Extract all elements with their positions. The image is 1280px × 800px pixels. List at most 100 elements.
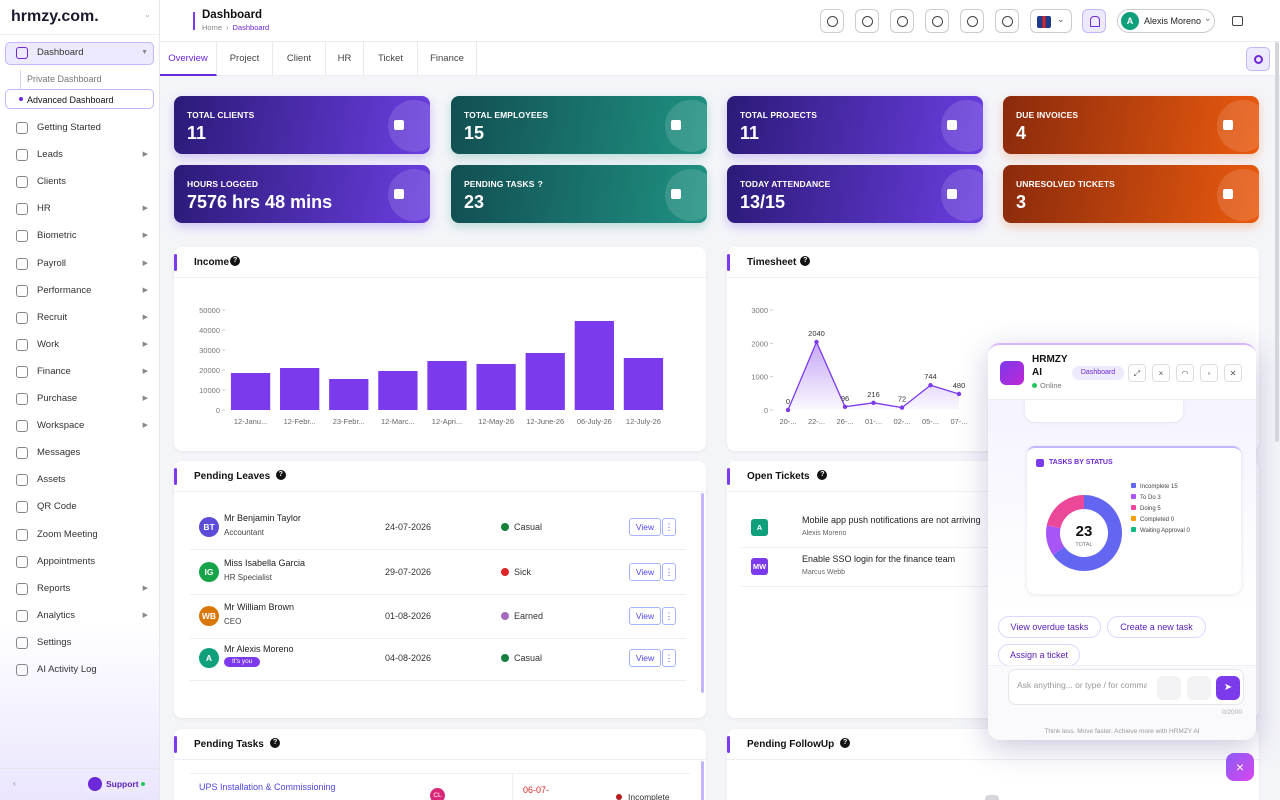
- menu-item[interactable]: HR ▶: [16, 199, 156, 219]
- bar: [280, 368, 320, 410]
- bar: [329, 379, 369, 410]
- menu-item[interactable]: Settings: [16, 633, 156, 653]
- stat-icon: [1223, 189, 1233, 199]
- suggestion-chip[interactable]: Assign a ticket: [998, 644, 1080, 666]
- legend-name: Completed: [1140, 517, 1169, 523]
- menu-item[interactable]: Performance ▶: [16, 281, 156, 301]
- menu-label: Purchase: [37, 393, 78, 404]
- panel-button[interactable]: ▫: [1200, 364, 1218, 382]
- chart: 0 1000 2000 3000 0 20-... 2040 22-... 96 26-... 21…: [751, 306, 967, 426]
- menu-label: AI Activity Log: [37, 664, 97, 675]
- menu-item[interactable]: AI Activity Log: [16, 660, 156, 680]
- breadcrumb-home[interactable]: Home: [202, 23, 223, 32]
- more-button[interactable]: ⋮: [662, 649, 676, 667]
- tab[interactable]: Project: [217, 42, 273, 76]
- panel-button[interactable]: ✕: [1224, 364, 1242, 382]
- menu-icon: [16, 176, 28, 189]
- user-avatar: A: [1121, 12, 1139, 30]
- header-button[interactable]: [995, 9, 1019, 33]
- ticket-subject[interactable]: Enable SSO login for the finance team: [802, 554, 956, 564]
- point: [871, 400, 876, 405]
- header-button[interactable]: [855, 9, 879, 33]
- submenu-item[interactable]: Advanced Dashboard: [27, 95, 114, 105]
- ticket-subject[interactable]: Mobile app push notifications are not ar…: [802, 515, 981, 525]
- attach-button[interactable]: [1157, 676, 1181, 700]
- header-icon: [932, 16, 943, 27]
- mic-button[interactable]: [1187, 676, 1211, 700]
- tab[interactable]: Overview: [160, 42, 217, 76]
- view-button[interactable]: View: [629, 518, 661, 536]
- view-button[interactable]: View: [629, 563, 661, 581]
- view-button[interactable]: View: [629, 607, 661, 625]
- menu-item[interactable]: Finance ▶: [16, 362, 156, 382]
- menu-label: Workspace: [37, 420, 85, 432]
- notifications[interactable]: [1082, 9, 1106, 33]
- more-button[interactable]: ⋮: [662, 607, 676, 625]
- menu-item[interactable]: Workspace ▶: [16, 416, 156, 436]
- sidebar-back[interactable]: ‹: [13, 778, 16, 788]
- tab[interactable]: Ticket: [364, 42, 418, 76]
- legend-value: 3: [1157, 495, 1161, 501]
- menu-icon: [16, 203, 28, 216]
- help-icon: ?: [230, 256, 241, 266]
- panel-button[interactable]: ×: [1152, 364, 1170, 382]
- data-label: 216: [867, 390, 880, 399]
- header-button[interactable]: [890, 9, 914, 33]
- logout-button[interactable]: [1227, 9, 1249, 33]
- menu-arrow: ▶: [142, 286, 148, 294]
- header-button[interactable]: [820, 9, 844, 33]
- menu-item[interactable]: Biometric ▶: [16, 226, 156, 246]
- bar: [525, 353, 565, 410]
- tab[interactable]: Client: [273, 42, 326, 76]
- support-button[interactable]: Support: [85, 774, 151, 794]
- header-button[interactable]: [960, 9, 984, 33]
- menu-icon: [16, 284, 28, 297]
- y-tick-label: 30000: [199, 346, 220, 355]
- menu-item[interactable]: Analytics ▶: [16, 606, 156, 626]
- menu-item[interactable]: Leads ▶: [16, 145, 156, 165]
- more-button[interactable]: ⋮: [662, 563, 676, 581]
- tab[interactable]: Finance: [418, 42, 477, 76]
- send-button[interactable]: ➤: [1216, 676, 1240, 700]
- task-name[interactable]: UPS Installation & Commissioning: [199, 782, 336, 792]
- panel-button[interactable]: ◠: [1176, 364, 1194, 382]
- menu-item[interactable]: Recruit ▶: [16, 308, 156, 328]
- menu-item[interactable]: Purchase ▶: [16, 389, 156, 409]
- page-scrollbar: [1275, 42, 1279, 442]
- suggestion-chip[interactable]: View overdue tasks: [998, 616, 1101, 638]
- user-menu[interactable]: A Alexis Moreno ⌄: [1117, 9, 1215, 33]
- menu-item[interactable]: Messages: [16, 443, 156, 463]
- ai-close-fab[interactable]: ×: [1226, 753, 1254, 781]
- menu-item[interactable]: Reports ▶: [16, 579, 156, 599]
- menu-item[interactable]: Getting Started: [16, 118, 156, 138]
- chat-input[interactable]: Ask anything... or type / for commands ➤: [1008, 669, 1244, 705]
- support-status: [141, 782, 145, 786]
- more-button[interactable]: ⋮: [662, 518, 676, 536]
- suggestion-chip[interactable]: Create a new task: [1107, 616, 1206, 638]
- settings-button[interactable]: [1246, 47, 1270, 71]
- title-divider: [174, 277, 706, 278]
- menu-item[interactable]: Appointments: [16, 552, 156, 572]
- language-select[interactable]: ⌄: [1030, 9, 1072, 33]
- stat-value: 13/15: [740, 192, 786, 212]
- collapse-icon[interactable]: ⌄: [144, 10, 151, 19]
- employee-name: Miss Isabella Garcia: [224, 558, 306, 568]
- view-button[interactable]: View: [629, 649, 661, 667]
- x-tick-label: 05-...: [922, 417, 939, 426]
- menu-item[interactable]: Payroll ▶: [16, 254, 156, 274]
- panel-button[interactable]: ⤢: [1128, 364, 1146, 382]
- tab[interactable]: HR: [326, 42, 364, 76]
- submenu-item[interactable]: Private Dashboard: [27, 74, 102, 84]
- menu-item[interactable]: Dashboard ▼: [16, 43, 156, 63]
- header-button[interactable]: [925, 9, 949, 33]
- menu-item[interactable]: QR Code: [16, 497, 156, 517]
- stat-label: PENDING TASKS?: [464, 179, 543, 189]
- menu-item[interactable]: Assets: [16, 470, 156, 490]
- menu-item[interactable]: Zoom Meeting: [16, 525, 156, 545]
- menu-item[interactable]: Work ▶: [16, 335, 156, 355]
- stat-card: HOURS LOGGED 7576 hrs 48 mins: [174, 165, 430, 223]
- point: [956, 391, 962, 397]
- stat-value: 15: [464, 123, 485, 143]
- menu-item[interactable]: Clients: [16, 172, 156, 192]
